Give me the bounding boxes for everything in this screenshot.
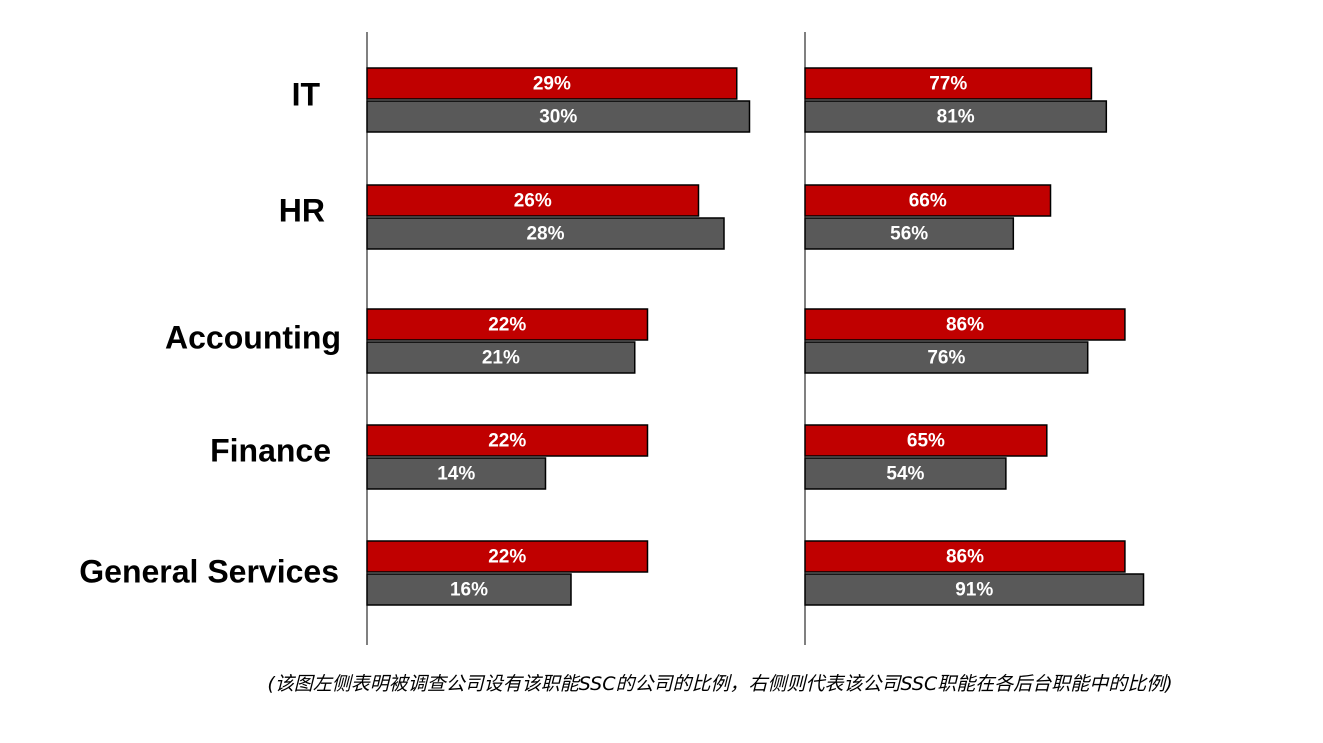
bar-value-label: 66%: [909, 191, 947, 212]
bar: [366, 308, 649, 341]
bar-value-label: 76%: [927, 348, 965, 369]
bar: [366, 573, 572, 606]
bar-value-label: 28%: [526, 224, 564, 245]
bar-value-label: 21%: [482, 348, 520, 369]
category-label: Accounting: [165, 319, 341, 355]
bar-value-label: 77%: [929, 74, 967, 95]
bar: [804, 217, 1015, 250]
bar: [804, 341, 1089, 374]
bar-value-label: 91%: [955, 580, 993, 601]
bar-value-label: 86%: [946, 547, 984, 568]
bar: [366, 424, 649, 457]
bar-value-label: 16%: [450, 580, 488, 601]
chart-caption: (该图左侧表明被调查公司设有该职能SSC的公司的比例，右侧则代表该公司SSC职能…: [267, 673, 1173, 695]
bar: [804, 100, 1108, 133]
bar: [804, 457, 1007, 490]
bar-value-label: 54%: [886, 464, 924, 485]
bar-value-label: 22%: [488, 431, 526, 452]
category-label: IT: [292, 76, 321, 112]
bar-value-label: 22%: [488, 547, 526, 568]
category-label: HR: [279, 192, 325, 228]
bar-value-label: 26%: [514, 191, 552, 212]
bar: [804, 424, 1048, 457]
bar: [804, 540, 1126, 573]
bar: [366, 457, 547, 490]
category-label: Finance: [210, 432, 331, 468]
bar-value-label: 65%: [907, 431, 945, 452]
bar: [804, 308, 1126, 341]
bar-value-label: 30%: [539, 107, 577, 128]
bar: [804, 573, 1145, 606]
bar: [366, 67, 738, 100]
bar: [366, 217, 725, 250]
bar-value-label: 81%: [937, 107, 975, 128]
bar: [804, 67, 1093, 100]
bar: [366, 341, 636, 374]
bar-value-label: 29%: [533, 74, 571, 95]
bar-value-label: 86%: [946, 315, 984, 336]
bar-value-label: 22%: [488, 315, 526, 336]
category-labels: IT HR Accounting Finance General Services: [79, 76, 341, 589]
bar: [804, 184, 1052, 217]
bar: [366, 100, 751, 133]
bar: [366, 540, 649, 573]
bars: 29% 26% 22% 22% 22% 30% 28% 21% 14% 16% 77% 66% 86% 6…: [366, 67, 1145, 606]
bar-value-label: 14%: [437, 464, 475, 485]
category-label: General Services: [79, 553, 339, 589]
bar: [366, 184, 700, 217]
bar-value-label: 56%: [890, 224, 928, 245]
